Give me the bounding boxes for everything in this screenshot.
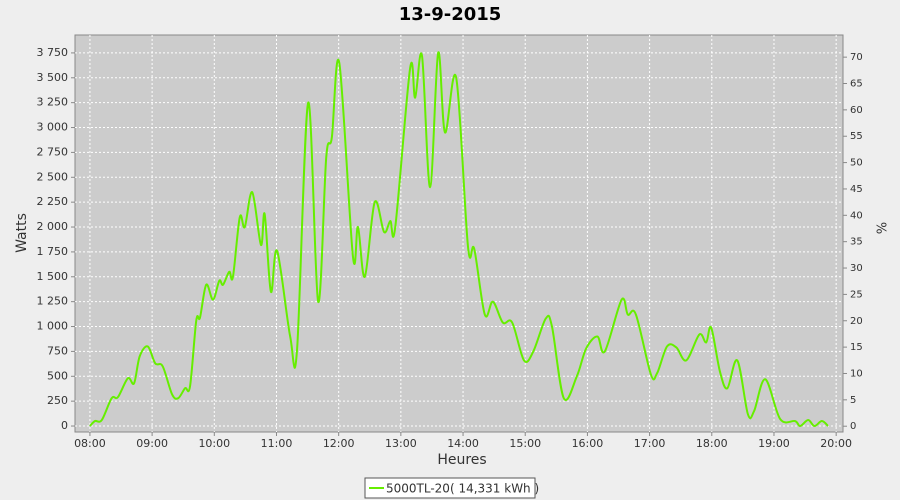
y2-tick-label: 60	[850, 105, 863, 116]
y2-tick-label: 65	[850, 79, 863, 90]
legend-label: 5000TL-20( 14,331 kWh )	[386, 482, 539, 496]
x-tick-label: 16:00	[572, 437, 604, 450]
y-tick-label: 2 750	[37, 145, 69, 158]
data-line	[89, 51, 829, 428]
y2-tick-label: 30	[850, 263, 863, 274]
x-tick-label: 15:00	[509, 437, 541, 450]
y-axis-label: Watts	[14, 213, 30, 253]
x-tick-label: 20:00	[820, 437, 852, 450]
x-tick-label: 18:00	[696, 437, 728, 450]
y-tick-label: 1 750	[37, 245, 69, 258]
x-tick-label: 17:00	[634, 437, 666, 450]
chart-title: 13-9-2015	[399, 4, 502, 25]
x-tick-label: 13:00	[385, 437, 417, 450]
x-tick-label: 11:00	[261, 437, 293, 450]
y-tick-label: 3 750	[37, 46, 69, 59]
y-tick-label: 2 000	[37, 220, 69, 233]
y-tick-label: 0	[61, 419, 68, 432]
legend	[364, 477, 536, 499]
y-tick-label: 3 500	[37, 71, 69, 84]
y-tick-label: 2 500	[37, 170, 69, 183]
y2-tick-label: 50	[850, 158, 863, 169]
y-tick-label: 750	[47, 344, 68, 357]
y-tick-label: 3 000	[37, 121, 69, 134]
y2-tick-label: 40	[850, 210, 863, 221]
y2-tick-label: 55	[850, 131, 863, 142]
y-tick-label: 3 250	[37, 96, 69, 109]
y2-tick-label: 45	[850, 184, 863, 195]
x-tick-label: 08:00	[74, 437, 106, 450]
y-tick-label: 1 250	[37, 295, 69, 308]
x-tick-label: 12:00	[323, 437, 355, 450]
y2-tick-label: 70	[850, 52, 863, 63]
y-tick-label: 1 500	[37, 270, 69, 283]
x-tick-label: 14:00	[447, 437, 479, 450]
y2-axis-label: %	[873, 222, 888, 234]
x-axis-label: Heures	[437, 452, 486, 468]
x-tick-label: 10:00	[198, 437, 230, 450]
y2-tick-label: 25	[850, 289, 863, 300]
x-tick-label: 09:00	[136, 437, 168, 450]
y-tick-label: 500	[47, 369, 68, 382]
y2-tick-label: 0	[850, 421, 856, 432]
y-tick-label: 250	[47, 394, 68, 407]
y2-tick-label: 35	[850, 237, 863, 248]
x-tick-label: 19:00	[758, 437, 790, 450]
y-tick-label: 1 000	[37, 320, 69, 333]
y-tick-label: 2 250	[37, 195, 69, 208]
y2-tick-label: 10	[850, 368, 863, 379]
y2-tick-label: 15	[850, 342, 863, 353]
y2-tick-label: 5	[850, 395, 856, 406]
y2-tick-label: 20	[850, 316, 863, 327]
